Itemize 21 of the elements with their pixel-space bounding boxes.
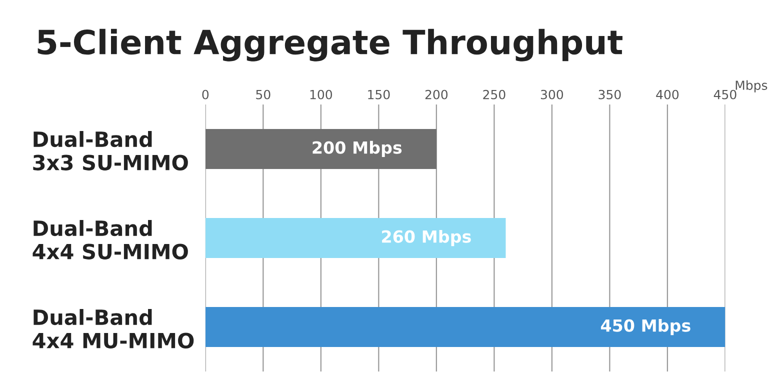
x-tick-label: 150 <box>368 90 390 100</box>
bar <box>205 306 726 348</box>
data-label: 200 Mbps <box>312 140 402 158</box>
x-tick-label: 350 <box>598 90 621 100</box>
data-label: 260 Mbps <box>382 230 471 246</box>
x-tick-label: 0 <box>202 90 209 100</box>
x-tick-label: 300 <box>540 90 564 100</box>
x-tick-label: 450 <box>714 90 736 100</box>
x-tick-label: 400 <box>656 90 679 100</box>
y-tick-label: Dual-Band 4x4 SU-MIMO <box>32 220 188 260</box>
x-tick-label: 50 <box>256 90 270 100</box>
y-tick-label: Dual-Band 4x4 MU-MIMO <box>32 309 194 348</box>
x-tick-label: 100 <box>310 90 332 100</box>
data-label: 450 Mbps <box>600 318 690 336</box>
y-tick-label: Dual-Band 3x3 SU-MIMO <box>33 131 188 170</box>
x-tick-label: 200 <box>425 90 448 100</box>
bar <box>205 218 506 258</box>
x-tick-label: 250 <box>483 90 506 100</box>
x-axis-title: Mbps <box>736 80 768 92</box>
chart-title: 5-Client Aggregate Throughput <box>38 28 622 62</box>
bar <box>205 128 436 170</box>
